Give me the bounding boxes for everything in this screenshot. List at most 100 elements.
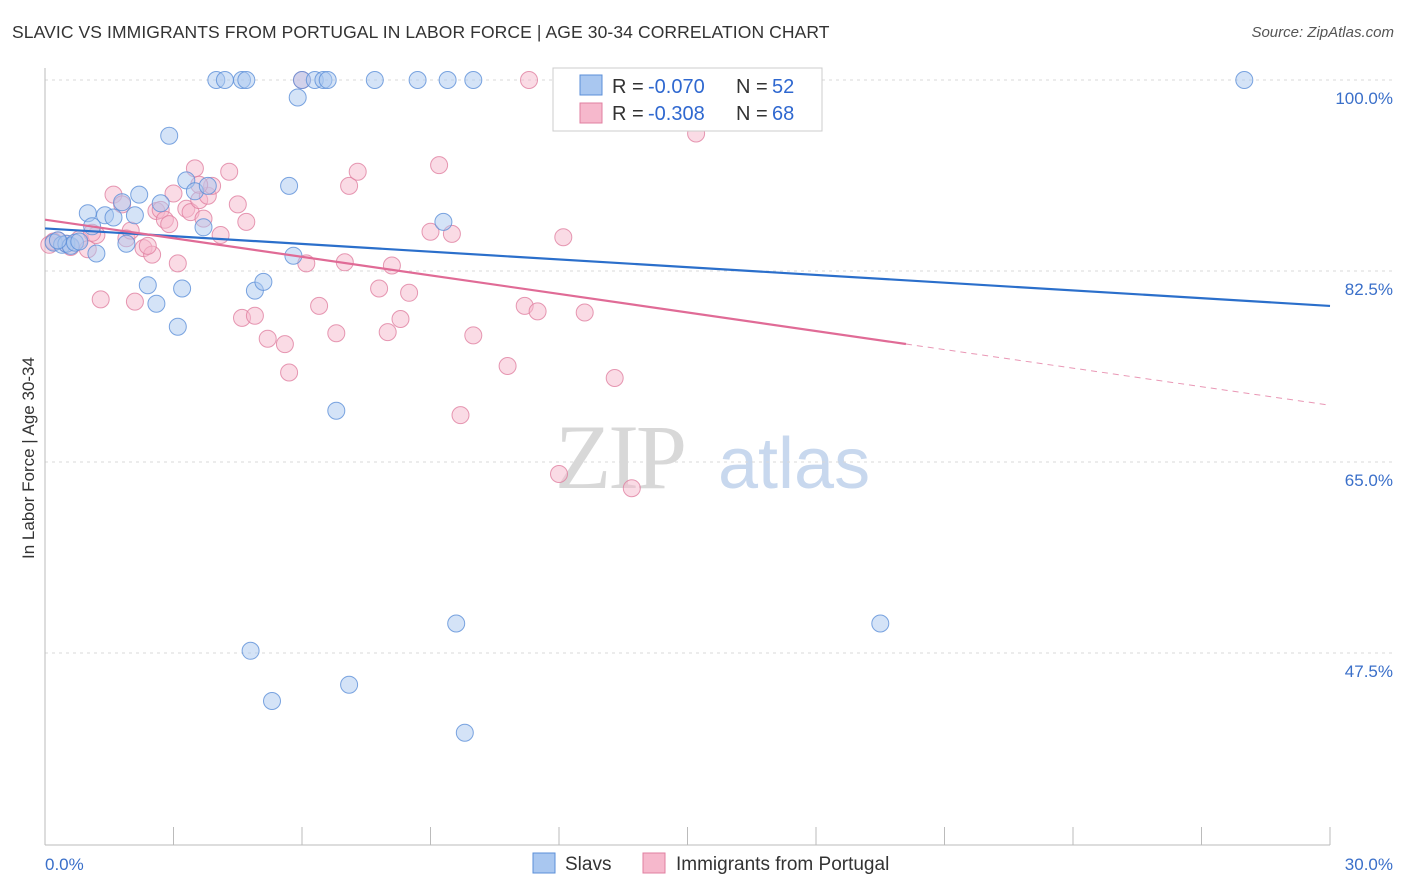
- point-slavs-44: [438, 71, 457, 89]
- point-slavs-30: [254, 272, 273, 291]
- legend-n-value-1: 52: [772, 76, 794, 98]
- point-portugal-19: [168, 254, 187, 273]
- point-portugal-52: [464, 326, 483, 345]
- series-legend-label-slavs: Slavs: [565, 854, 611, 875]
- point-portugal-27: [211, 226, 230, 244]
- point-portugal-56: [528, 302, 547, 321]
- point-portugal-31: [237, 212, 256, 231]
- point-slavs-32: [280, 176, 299, 195]
- point-slavs-48: [871, 614, 890, 633]
- point-slavs-9: [104, 208, 123, 227]
- y-tick-labels: 47.5% 65.0% 82.5% 100.0%: [1335, 89, 1393, 681]
- series-legend: Slavs Immigrants from Portugal: [532, 852, 889, 875]
- point-portugal-28: [220, 162, 239, 181]
- x-tick-label-0: 0.0%: [45, 855, 84, 874]
- point-portugal-6: [91, 290, 110, 309]
- point-slavs-13: [130, 185, 149, 204]
- point-portugal-34: [275, 335, 294, 354]
- point-portugal-42: [348, 162, 367, 181]
- point-portugal-48: [421, 222, 440, 241]
- trend-line-slavs: [44, 227, 1331, 308]
- point-portugal-29: [228, 195, 247, 214]
- point-slavs-39: [327, 401, 346, 420]
- y-axis-label: In Labor Force | Age 30-34: [19, 357, 38, 559]
- point-portugal-35: [280, 363, 299, 382]
- axes: [44, 68, 1331, 846]
- trend-lines: [44, 218, 1331, 406]
- legend-r-value-2: -0.308: [648, 103, 705, 125]
- point-slavs-17: [160, 126, 179, 145]
- series-legend-swatch-slavs: [532, 852, 556, 874]
- point-portugal-33: [258, 329, 277, 348]
- series-legend-label-portugal: Immigrants from Portugal: [676, 854, 889, 875]
- point-portugal-60: [605, 369, 624, 387]
- legend-swatch-slavs: [579, 74, 603, 96]
- point-portugal-39: [327, 324, 346, 343]
- point-slavs-34: [288, 88, 307, 107]
- watermark-zip: ZIP: [555, 406, 684, 508]
- point-portugal-46: [391, 310, 410, 328]
- legend-r-label-2: R =: [612, 103, 644, 125]
- point-portugal-38: [310, 296, 329, 315]
- point-portugal-55: [520, 71, 538, 89]
- point-slavs-15: [147, 294, 166, 313]
- point-portugal-43: [370, 279, 389, 298]
- point-slavs-46: [455, 723, 474, 742]
- point-portugal-57: [550, 465, 568, 483]
- point-slavs-40: [340, 675, 359, 694]
- legend-r-value-1: -0.070: [648, 76, 705, 98]
- point-slavs-14: [138, 276, 157, 295]
- x-tick-label-1: 30.0%: [1345, 855, 1393, 874]
- point-slavs-45: [447, 614, 466, 633]
- x-tick-labels: 0.0% 30.0%: [45, 855, 1393, 874]
- point-slavs-31: [263, 692, 281, 710]
- y-tick-label-1: 65.0%: [1345, 471, 1393, 490]
- legend-n-label-2: N =: [736, 103, 768, 125]
- point-portugal-58: [554, 228, 573, 247]
- point-portugal-66: [138, 236, 157, 255]
- point-slavs-38: [318, 71, 337, 89]
- legend-r-label-1: R =: [612, 76, 644, 98]
- trend-line-portugal-extension: [905, 343, 1331, 406]
- point-portugal-47: [400, 283, 419, 302]
- point-portugal-44: [378, 323, 397, 342]
- point-portugal-41: [340, 176, 359, 195]
- point-slavs-41: [365, 71, 384, 89]
- watermark: ZIP atlas: [555, 406, 870, 508]
- point-slavs-22: [194, 218, 213, 237]
- legend-n-value-2: 68: [772, 103, 794, 125]
- point-slavs-12: [125, 206, 144, 225]
- point-portugal-18: [164, 184, 183, 203]
- point-slavs-50: [48, 231, 67, 250]
- y-tick-label-2: 82.5%: [1345, 280, 1393, 299]
- y-tick-label-3: 100.0%: [1335, 89, 1393, 108]
- point-slavs-10: [113, 193, 132, 212]
- point-portugal-32: [245, 306, 264, 325]
- legend-n-label-1: N =: [736, 76, 768, 98]
- correlation-legend: R = -0.070 N = 52 R = -0.308 N = 68: [552, 67, 823, 132]
- gridlines: [45, 79, 1395, 654]
- trend-line-portugal: [44, 218, 907, 346]
- point-slavs-51: [70, 232, 89, 251]
- point-slavs-43: [434, 212, 453, 231]
- source-credit: Source: ZipAtlas.com: [1251, 24, 1394, 41]
- point-slavs-47: [464, 71, 483, 89]
- point-portugal-61: [622, 479, 641, 498]
- point-portugal-49: [430, 156, 449, 175]
- watermark-atlas: atlas: [718, 424, 870, 504]
- point-portugal-53: [498, 357, 517, 375]
- legend-swatch-portugal: [579, 102, 603, 124]
- point-slavs-27: [237, 71, 256, 89]
- point-portugal-59: [575, 303, 594, 322]
- series-legend-swatch-portugal: [642, 852, 666, 874]
- y-tick-label-0: 47.5%: [1345, 662, 1393, 681]
- point-slavs-25: [215, 71, 234, 89]
- point-portugal-51: [451, 406, 470, 425]
- point-slavs-7: [87, 244, 106, 263]
- point-slavs-49: [1235, 71, 1254, 89]
- point-slavs-42: [408, 71, 427, 89]
- point-portugal-11: [125, 292, 144, 311]
- point-slavs-11: [117, 234, 136, 253]
- chart-title: SLAVIC VS IMMIGRANTS FROM PORTUGAL IN LA…: [12, 22, 830, 42]
